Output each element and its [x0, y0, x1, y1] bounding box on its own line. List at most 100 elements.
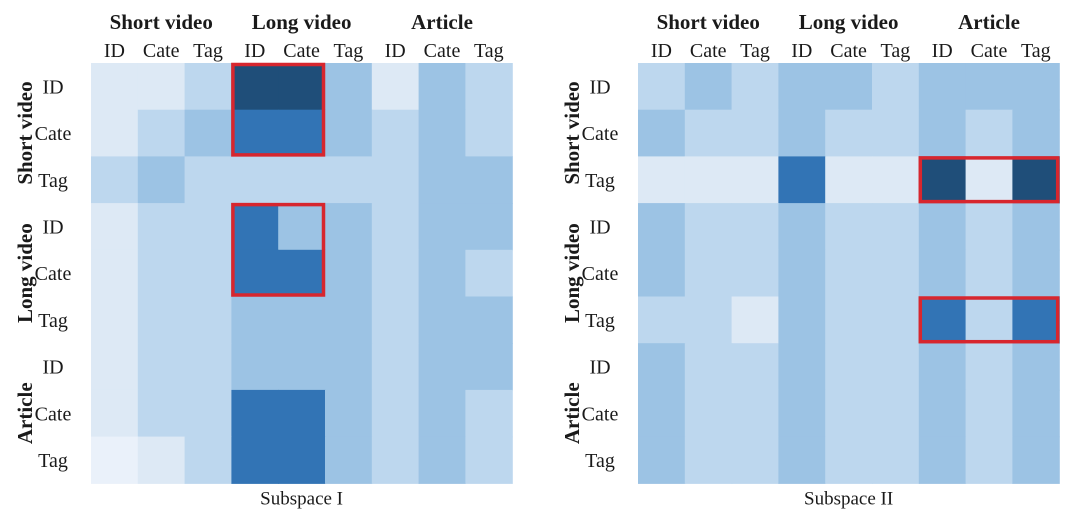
heatmap-cell	[91, 109, 139, 157]
heatmap-cell	[825, 343, 873, 391]
heatmap-cell	[465, 436, 513, 484]
column-tick-label: ID	[932, 40, 953, 62]
heatmap-cell	[91, 389, 139, 438]
heatmap-cell	[1012, 436, 1060, 484]
heatmap-cell	[278, 109, 326, 157]
heatmap-cell	[638, 156, 686, 204]
column-tick-label: Cate	[690, 40, 727, 62]
heatmap-cell	[638, 343, 686, 391]
heatmap-cell	[231, 63, 279, 111]
heatmap-cell	[638, 249, 686, 298]
heatmap-cell	[825, 63, 873, 111]
heatmap-cell	[278, 203, 326, 251]
column-tick-label: ID	[651, 40, 672, 62]
heatmap-cell	[184, 156, 232, 204]
heatmap-cell	[465, 109, 513, 157]
heatmap-cell	[371, 203, 420, 251]
row-group-label: Short video	[560, 81, 584, 184]
heatmap-cell	[965, 156, 1013, 204]
heatmap-cell	[137, 156, 186, 204]
row-group-label: Long video	[560, 223, 584, 323]
column-tick-label: Tag	[1021, 40, 1051, 62]
heatmap-cell	[184, 343, 232, 391]
heatmap-cell	[825, 436, 873, 484]
heatmap-cell	[684, 203, 733, 251]
heatmap-cell	[418, 343, 466, 391]
row-tick-label: ID	[589, 76, 610, 98]
heatmap-cell	[918, 436, 967, 484]
column-tick-label: Tag	[474, 40, 504, 62]
heatmap-cell	[465, 389, 513, 438]
heatmap-cell	[1012, 109, 1060, 157]
row-tick-label: Tag	[585, 310, 615, 332]
heatmap-cell	[918, 296, 967, 344]
heatmap-cell	[684, 389, 733, 438]
heatmap-cell	[137, 249, 186, 298]
column-tick-label: Tag	[334, 40, 364, 62]
heatmap-cell	[1012, 343, 1060, 391]
heatmap-cell	[231, 436, 279, 484]
column-tick-label: ID	[385, 40, 406, 62]
heatmap-cell	[184, 109, 232, 157]
row-tick-label: Cate	[582, 123, 619, 145]
heatmap-cell	[465, 63, 513, 111]
heatmap-cell	[965, 63, 1013, 111]
heatmap-cell	[872, 436, 920, 484]
heatmap-cell	[872, 63, 920, 111]
heatmap-cell	[872, 249, 920, 298]
heatmap-cell	[638, 436, 686, 484]
heatmap-cell	[137, 109, 186, 157]
heatmap-cell	[325, 389, 373, 438]
heatmap-cell	[325, 63, 373, 111]
heatmap-cell	[778, 343, 826, 391]
heatmap-cell	[137, 296, 186, 344]
heatmap-cell	[137, 436, 186, 484]
heatmap-cell	[684, 436, 733, 484]
heatmap-cell	[278, 249, 326, 298]
heatmap-cell	[965, 296, 1013, 344]
heatmap-cell	[465, 203, 513, 251]
column-group-label: Long video	[252, 10, 352, 34]
heatmap-cell	[872, 389, 920, 438]
heatmap-cell	[1012, 389, 1060, 438]
heatmap-cell	[778, 249, 826, 298]
heatmap-cell	[731, 156, 779, 204]
heatmap-cell	[371, 109, 420, 157]
heatmap-cell	[418, 203, 466, 251]
heatmap-cell	[731, 436, 779, 484]
heatmap-cell	[418, 156, 466, 204]
column-group-label: Article	[958, 10, 1020, 34]
heatmap-cell	[731, 203, 779, 251]
column-tick-label: ID	[791, 40, 812, 62]
heatmap-cell	[278, 436, 326, 484]
heatmap-cell	[825, 203, 873, 251]
heatmap-cell	[91, 343, 139, 391]
heatmap-cell	[91, 436, 139, 484]
heatmap-cell	[778, 63, 826, 111]
highlight-box	[918, 156, 1060, 204]
heatmap-cell	[918, 109, 967, 157]
column-tick-label: ID	[244, 40, 265, 62]
heatmap-cell	[872, 156, 920, 204]
heatmap-cell	[638, 63, 686, 111]
column-tick-label: Cate	[830, 40, 867, 62]
heatmap-cell	[778, 296, 826, 344]
row-tick-label: Tag	[38, 450, 68, 472]
column-tick-label: Tag	[193, 40, 223, 62]
heatmap-cell	[231, 203, 279, 251]
highlight-box	[231, 62, 326, 157]
heatmap-cell	[1012, 249, 1060, 298]
heatmap-cell	[184, 436, 232, 484]
column-tick-label: Cate	[424, 40, 461, 62]
heatmap-cell	[918, 63, 967, 111]
heatmap-cell	[778, 389, 826, 438]
subspace-caption: Subspace I	[260, 488, 343, 509]
heatmap-cell	[371, 63, 420, 111]
heatmap-cell	[371, 343, 420, 391]
heatmap-cell	[91, 156, 139, 204]
heatmap-cell	[872, 203, 920, 251]
row-tick-label: ID	[589, 357, 610, 379]
heatmap-cell	[184, 63, 232, 111]
heatmap-cell	[231, 389, 279, 438]
